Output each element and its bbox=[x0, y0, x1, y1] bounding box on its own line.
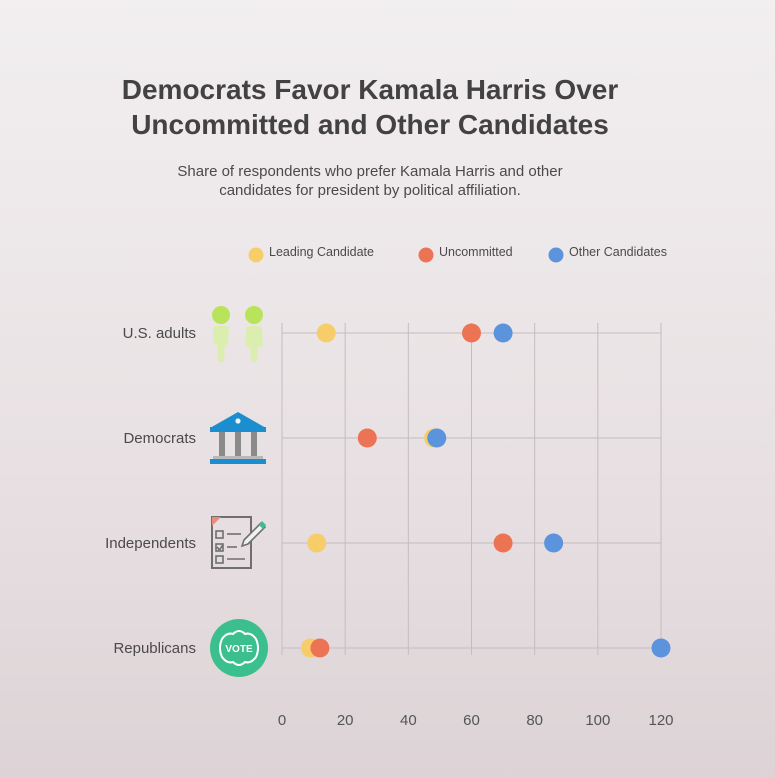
dot-leading-candidate bbox=[307, 533, 327, 553]
x-tick-label: 120 bbox=[648, 712, 673, 729]
dot-uncommitted bbox=[462, 323, 481, 343]
people-icon bbox=[212, 306, 263, 362]
data-points bbox=[300, 323, 671, 658]
x-tick-label: 60 bbox=[463, 712, 480, 729]
grid-layer bbox=[281, 323, 662, 655]
dot-uncommitted bbox=[357, 428, 377, 448]
chart-title-line-1: Democrats Favor Kamala Harris Over bbox=[121, 74, 619, 105]
chart-title: Democrats Favor Kamala Harris Over Uncom… bbox=[0, 72, 740, 142]
chart-title-line-2: Uncommitted and Other Candidates bbox=[131, 109, 609, 140]
x-tick-label: 20 bbox=[337, 712, 354, 729]
category-label: Democrats bbox=[123, 430, 196, 447]
legend: Leading Candidate Uncommitted Other Candid… bbox=[248, 245, 667, 263]
legend-marker bbox=[548, 247, 564, 263]
category-icons: VOTE bbox=[210, 306, 268, 677]
x-tick-label: 100 bbox=[585, 712, 610, 729]
x-tick-label: 80 bbox=[526, 712, 543, 729]
legend-label: Uncommitted bbox=[439, 245, 513, 259]
chart-subtitle-line-1: Share of respondents who prefer Kamala H… bbox=[177, 163, 563, 180]
dot-other-candidates bbox=[493, 323, 513, 343]
x-axis-ticks: 0 20 40 60 80 100 120 bbox=[278, 712, 674, 729]
legend-label: Leading Candidate bbox=[269, 245, 374, 259]
x-tick-label: 0 bbox=[278, 712, 286, 729]
dot-other-candidates bbox=[544, 533, 564, 553]
vote-badge-icon: VOTE bbox=[210, 619, 268, 677]
chart-subtitle: Share of respondents who prefer Kamala H… bbox=[0, 162, 740, 200]
category-label: U.S. adults bbox=[123, 325, 196, 342]
legend-label: Other Candidates bbox=[569, 245, 667, 259]
dot-other-candidates bbox=[651, 638, 671, 658]
dot-uncommitted bbox=[310, 638, 330, 658]
vote-badge-text: VOTE bbox=[225, 644, 253, 655]
category-label: Independents bbox=[105, 535, 196, 552]
legend-marker bbox=[248, 247, 264, 263]
category-label: Republicans bbox=[113, 640, 196, 657]
legend-marker bbox=[418, 247, 434, 263]
government-building-icon bbox=[210, 412, 266, 464]
category-labels: U.S. adults Democrats Independents Republic… bbox=[105, 325, 196, 657]
dot-other-candidates bbox=[427, 428, 447, 448]
x-tick-label: 40 bbox=[400, 712, 417, 729]
dot-leading-candidate bbox=[316, 323, 336, 343]
chart-subtitle-line-2: candidates for president by political af… bbox=[219, 182, 521, 199]
checklist-icon bbox=[211, 516, 267, 569]
dot-uncommitted bbox=[493, 533, 513, 553]
